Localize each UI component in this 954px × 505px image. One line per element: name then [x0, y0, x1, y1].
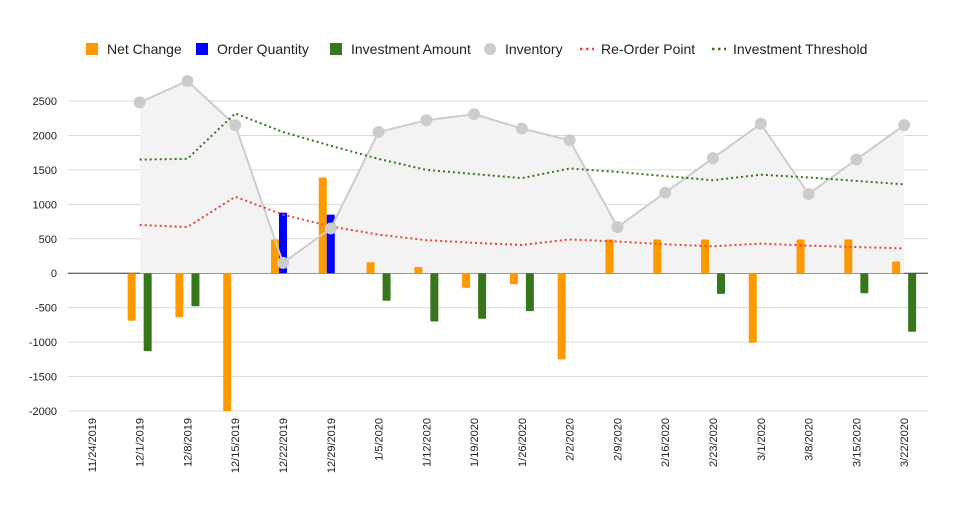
investment-amount-bar: [191, 273, 200, 307]
inventory-point: [754, 117, 767, 130]
net-change-legend-swatch: [86, 43, 98, 55]
net-change-bar: [462, 273, 471, 288]
y-tick-label: -1500: [29, 372, 57, 384]
x-tick-label: 12/15/2019: [230, 418, 242, 473]
x-tick-label: 2/23/2020: [708, 418, 720, 467]
net-change-bar: [748, 273, 757, 343]
inventory-legend-swatch: [484, 43, 496, 55]
net-change-bar: [892, 261, 901, 274]
net-change-bar: [653, 239, 662, 274]
inventory-point: [515, 122, 528, 135]
inventory-point: [372, 126, 385, 138]
inventory-legend-label: Inventory: [505, 41, 563, 57]
inventory-points: [133, 75, 911, 269]
net-change-legend-label: Net Change: [107, 41, 182, 57]
net-change-bar: [223, 273, 232, 411]
x-tick-label: 1/26/2020: [517, 418, 529, 467]
inventory-point: [277, 256, 289, 269]
inventory-point: [611, 221, 624, 234]
x-tick-label: 1/12/2020: [421, 418, 433, 467]
inventory-area-fill: [139, 81, 905, 274]
legend: Net Change Order Quantity Investment Amoun…: [86, 41, 867, 57]
inventory-point: [324, 222, 337, 235]
investment-amount-bar: [478, 273, 487, 319]
net-change-bar: [414, 267, 423, 274]
x-tick-label: 12/22/2019: [278, 418, 290, 473]
investment-amount-bar: [382, 273, 391, 301]
x-tick-label: 3/8/2020: [804, 418, 816, 461]
x-tick-label: 12/8/2019: [182, 418, 194, 467]
x-tick-label: 3/1/2020: [756, 418, 768, 461]
y-tick-label: 2000: [33, 130, 57, 142]
investment-amount-legend-label: Investment Amount: [351, 41, 471, 57]
inventory-area: [139, 81, 905, 274]
y-tick-label: -2000: [29, 406, 57, 418]
net-change-bar: [844, 239, 853, 274]
net-change-bar: [557, 273, 566, 360]
inventory-point: [850, 153, 863, 166]
net-change-bar: [271, 239, 279, 274]
x-tick-label: 2/16/2020: [660, 418, 672, 467]
y-tick-label: -1000: [29, 337, 57, 349]
inventory-point: [420, 114, 433, 127]
x-tick-label: 1/19/2020: [469, 418, 481, 467]
inventory-point: [468, 108, 481, 121]
investment-amount-bar: [430, 273, 439, 322]
inventory-point: [181, 75, 194, 88]
net-change-bar: [366, 262, 375, 274]
investment-amount-bar: [525, 273, 534, 312]
x-tick-label: 2/2/2020: [565, 418, 577, 461]
net-change-bar: [605, 239, 614, 274]
investment-amount-bar: [908, 273, 917, 332]
order-quantity-legend-label: Order Quantity: [217, 41, 309, 57]
inventory-point: [707, 152, 719, 165]
inventory-point: [133, 96, 146, 109]
x-tick-label: 1/5/2020: [374, 418, 386, 461]
y-tick-label: 500: [39, 234, 57, 246]
y-tick-label: 2500: [33, 96, 57, 108]
net-change-bar: [796, 239, 805, 274]
investment-threshold-legend-label: Investment Threshold: [733, 41, 867, 57]
investment-amount-bar: [717, 273, 725, 294]
net-change-bar: [701, 239, 709, 274]
x-tick-label: 3/15/2020: [851, 418, 863, 467]
y-tick-label: -500: [35, 303, 57, 315]
investment-amount-bar: [860, 273, 869, 294]
investment-threshold-line: [139, 112, 905, 186]
investment-amount-legend-swatch: [330, 43, 342, 55]
re-order-point-line: [139, 195, 905, 250]
inventory-point: [659, 186, 672, 199]
inventory-point: [898, 119, 911, 132]
y-tick-label: 0: [51, 268, 57, 280]
x-tick-label: 2/9/2020: [612, 418, 624, 461]
order-quantity-legend-swatch: [196, 43, 208, 55]
x-tick-label: 12/29/2019: [326, 418, 338, 473]
y-tick-label: 1000: [33, 199, 57, 211]
inventory-point: [802, 188, 815, 200]
x-tick-label: 3/22/2020: [899, 418, 911, 467]
inventory-point: [563, 134, 576, 147]
x-tick-label: 11/24/2019: [87, 418, 99, 472]
net-change-bar: [175, 273, 184, 318]
x-tick-label: 12/1/2019: [135, 418, 147, 467]
y-axis-ticks: -2000 -1500 -1000 -500 0 500 1000 1500 2000 2500: [29, 96, 57, 418]
net-change-bar: [127, 273, 136, 321]
re-order-point-legend-label: Re-Order Point: [601, 41, 695, 57]
investment-amount-bar: [143, 273, 152, 352]
x-axis-ticks: 11/24/2019 12/1/2019 12/8/2019 12/15/2019 12…: [87, 418, 911, 473]
net-change-bar: [509, 273, 518, 285]
inventory-point: [229, 119, 242, 132]
y-tick-label: 1500: [33, 165, 57, 177]
